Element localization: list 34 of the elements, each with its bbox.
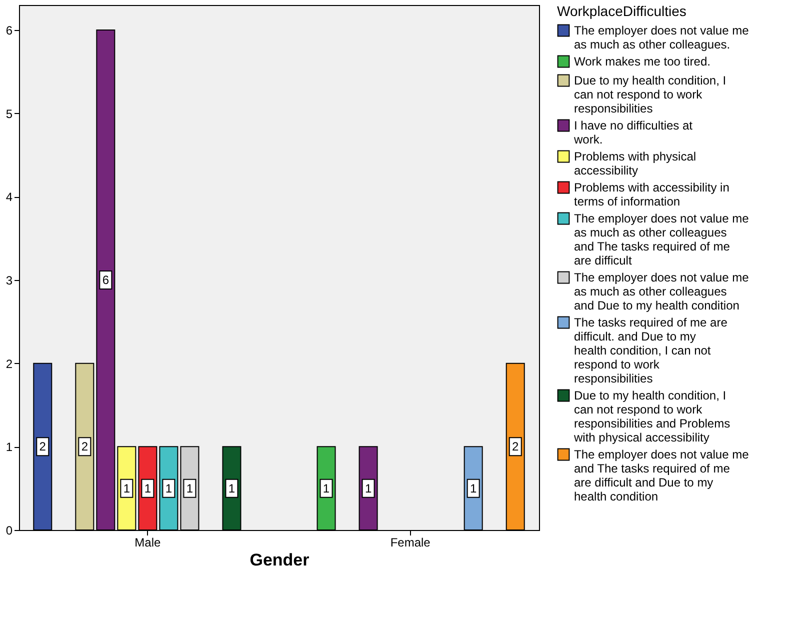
y-tick-label: 4 <box>6 190 13 204</box>
legend-label: The tasks required of me are difficult. and Due to my health condition, I can not respond to work responsibilities <box>574 316 728 386</box>
legend-label: The employer does not value me and The tasks required of me are difficult and Due to my health condition <box>574 448 750 504</box>
data-label: 1 <box>165 481 172 496</box>
legend-label: Problems with accessibility in terms of information <box>574 180 730 208</box>
legend-label: I have no difficulties at work. <box>573 118 694 146</box>
legend-label: The employer does not value me as much as other colleagues. <box>574 24 750 52</box>
legend-label: Due to my health condition, I can not respond to work responsibilities and Problems with physical accessibility <box>573 388 730 444</box>
x-tick-label: Female <box>390 536 431 550</box>
data-label: 1 <box>186 481 194 496</box>
y-tick-label: 0 <box>6 524 13 538</box>
data-label: 2 <box>512 440 520 454</box>
data-label: 1 <box>322 481 330 496</box>
legend-label: Due to my health condition, I can not respond to work responsibilities <box>574 74 726 116</box>
data-label: 1 <box>123 481 130 496</box>
data-label: 1 <box>144 481 152 496</box>
y-tick-label: 6 <box>6 24 13 38</box>
y-tick-label: 1 <box>6 440 13 454</box>
legend-label: Problems with physical accessibility <box>574 150 696 178</box>
data-label: 2 <box>39 440 46 454</box>
data-label: 1 <box>364 481 372 496</box>
legend-title: WorkplaceDifficulties <box>557 3 686 19</box>
data-label: 6 <box>102 273 110 287</box>
legend-label: Work makes me too tired. <box>574 54 710 68</box>
x-axis-title: Gender <box>250 550 310 570</box>
legend-label: The employer does not value me as much as other colleagues and The tasks required of me are difficult <box>574 212 750 268</box>
y-tick-label: 5 <box>6 106 13 121</box>
y-tick-label: 3 <box>6 274 13 288</box>
data-label: 1 <box>228 481 236 496</box>
data-label: 2 <box>81 440 88 454</box>
x-tick-label: Male <box>134 536 162 550</box>
y-tick-label: 2 <box>6 356 13 371</box>
legend-label: The employer does not value me as much as other colleagues and Due to my health condition <box>574 270 750 312</box>
data-label: 1 <box>470 481 477 496</box>
